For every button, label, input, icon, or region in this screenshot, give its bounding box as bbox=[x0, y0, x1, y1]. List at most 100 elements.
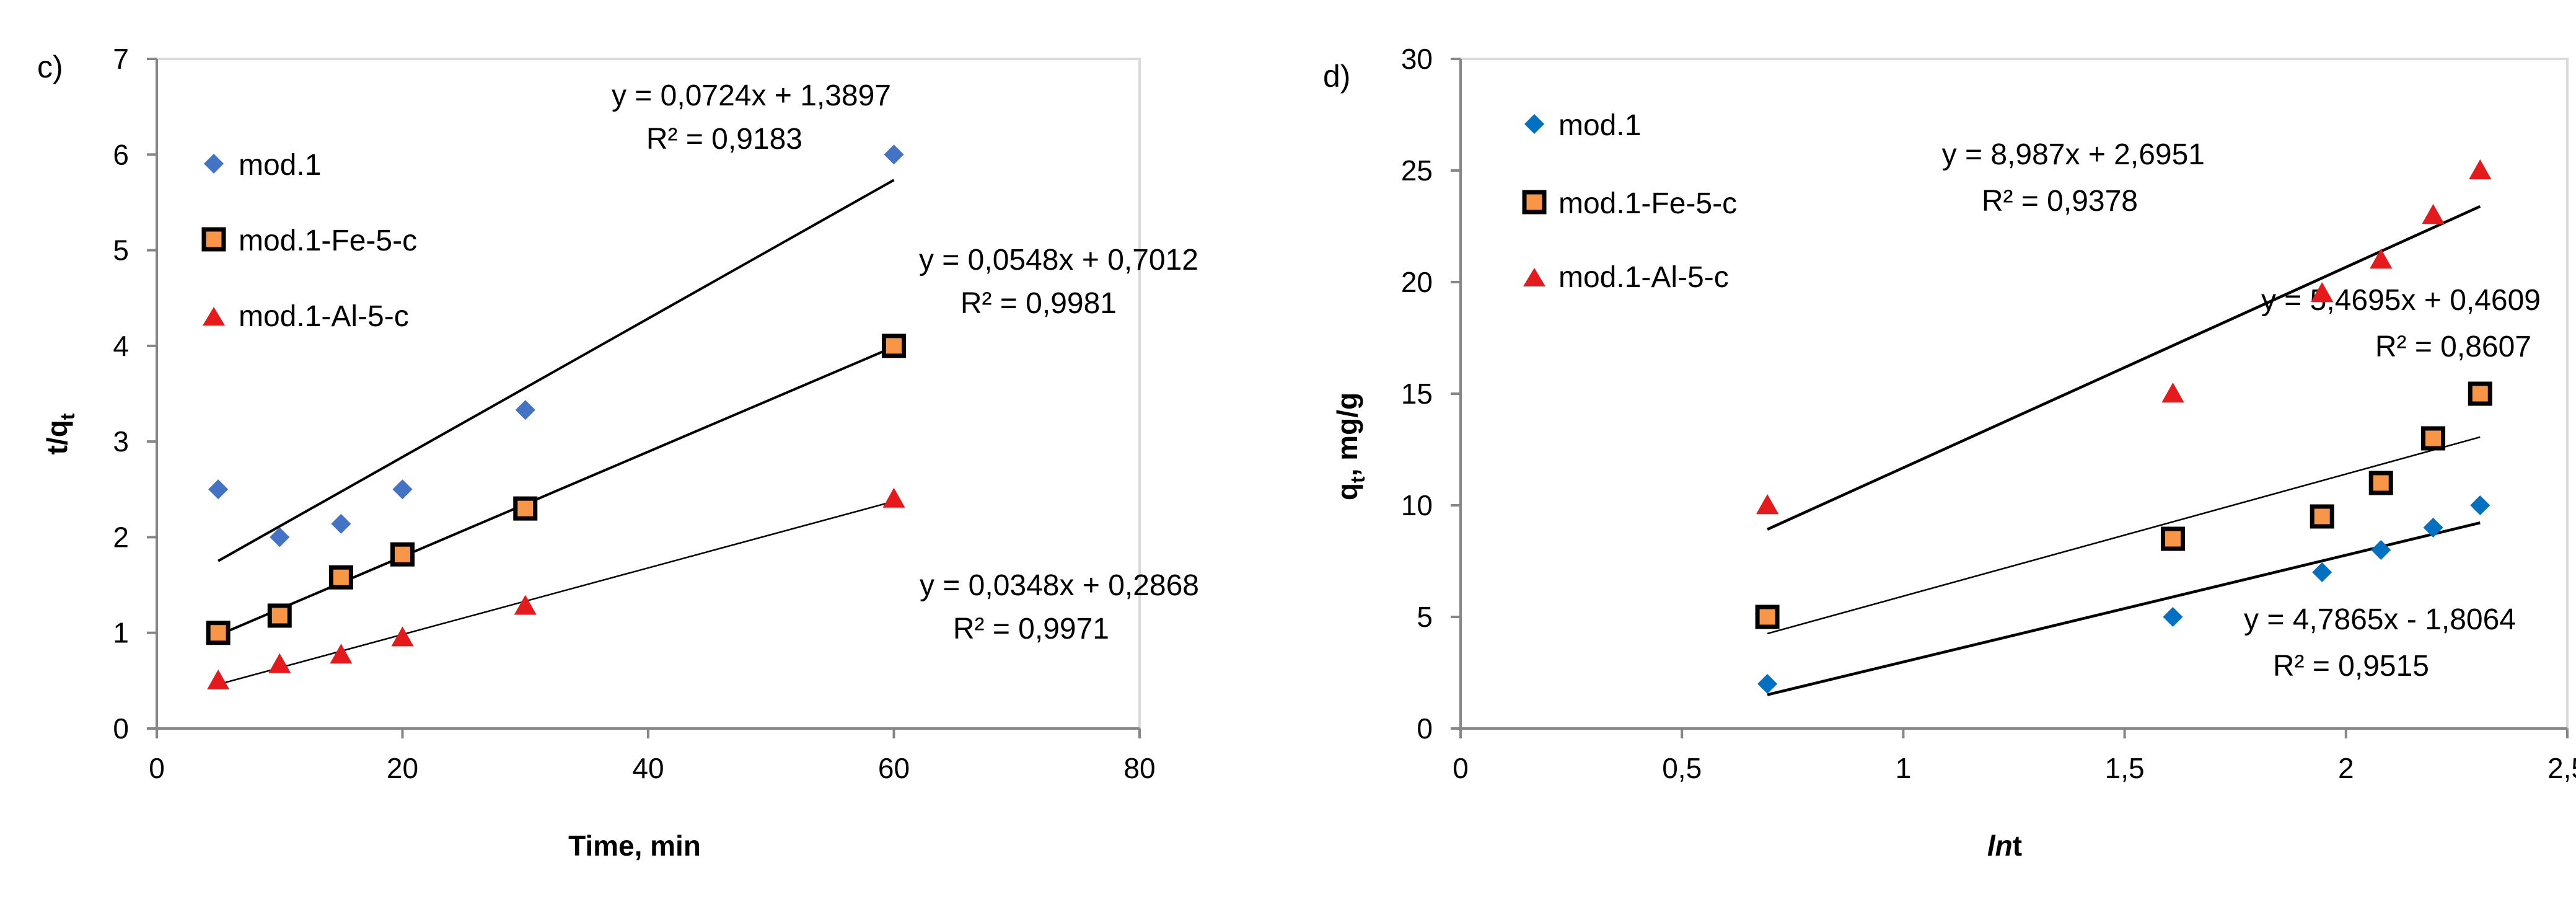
y-axis-title-main-c: t/q bbox=[41, 420, 73, 454]
x-tick-label-d: 2,5 bbox=[2547, 752, 2576, 784]
trendline-mod1-c bbox=[218, 179, 895, 562]
data-point-fe-c bbox=[390, 542, 415, 567]
r2-text-mod1-c: R² = 0,9183 bbox=[646, 123, 802, 156]
x-tick-label-c: 20 bbox=[387, 752, 418, 784]
legend-label-al-c: mod.1-Al-5-c bbox=[239, 300, 409, 333]
x-tick-label-c: 0 bbox=[149, 752, 165, 784]
panel-label-c: c) bbox=[37, 50, 63, 84]
y-tick-label-c: 5 bbox=[113, 234, 129, 267]
data-point-mod1-d bbox=[2423, 518, 2443, 538]
data-point-al-d bbox=[1756, 494, 1779, 514]
legend-item-mod1-c: mod.1 bbox=[204, 149, 321, 182]
data-point-al-c bbox=[514, 595, 537, 615]
data-point-mod1-d bbox=[1757, 674, 1778, 694]
y-tick-label-c: 0 bbox=[113, 712, 129, 745]
y-axis-title-sub-d: t bbox=[1347, 476, 1369, 483]
x-tick-label-c: 80 bbox=[1123, 752, 1155, 784]
legend-marker-fe-d bbox=[1522, 190, 1547, 215]
data-point-al-d bbox=[2469, 159, 2492, 179]
x-axis-title-rest-d: t bbox=[2013, 830, 2022, 862]
legend-item-al-d: mod.1-Al-5-c bbox=[1523, 261, 1729, 294]
equation-text-mod1-c: y = 0,0724x + 1,3897 bbox=[612, 79, 891, 112]
r2-text-fe-d: R² = 0,8607 bbox=[2375, 330, 2531, 363]
r2-text-al-d: R² = 0,9378 bbox=[1982, 185, 2138, 218]
x-tick-label-c: 40 bbox=[632, 752, 664, 784]
y-axis-title-main-d: q bbox=[1331, 483, 1363, 500]
equation-al-d: y = 8,987x + 2,6951 R² = 0,9378 bbox=[1942, 138, 2205, 218]
legend-label-al-d: mod.1-Al-5-c bbox=[1558, 261, 1729, 294]
x-tick-label-d: 1 bbox=[1896, 752, 1912, 784]
legend-marker-mod1-c bbox=[204, 154, 224, 174]
data-point-mod1-d bbox=[2163, 607, 2183, 627]
data-point-mod1-d bbox=[2312, 562, 2332, 582]
y-tick-label-d: 30 bbox=[1401, 43, 1433, 75]
y-tick-label-c: 7 bbox=[113, 43, 129, 75]
data-point-al-c bbox=[882, 487, 905, 508]
data-point-fe-d bbox=[2310, 504, 2334, 529]
legend-label-mod1-d: mod.1 bbox=[1558, 109, 1641, 142]
data-point-mod1-c bbox=[884, 144, 904, 165]
legend-marker-mod1-d bbox=[1524, 114, 1544, 134]
y-tick-label-c: 6 bbox=[113, 138, 129, 170]
data-point-fe-d bbox=[1755, 604, 1780, 629]
data-point-mod1-c bbox=[270, 527, 290, 547]
legend-item-fe-c: mod.1-Fe-5-c bbox=[201, 224, 417, 257]
data-point-fe-d bbox=[2160, 526, 2185, 551]
data-point-mod1-c bbox=[515, 400, 535, 420]
r2-text-mod1-d: R² = 0,9515 bbox=[2273, 650, 2429, 683]
data-point-fe-d bbox=[2421, 426, 2446, 451]
data-point-fe-d bbox=[2468, 381, 2492, 406]
data-point-mod1-d bbox=[2371, 540, 2391, 560]
y-axis-title-sub-c: t bbox=[56, 413, 79, 420]
svg-text:t/qt: t/qt bbox=[41, 413, 79, 454]
x-tick-label-d: 1,5 bbox=[2105, 752, 2145, 784]
data-point-fe-d bbox=[2368, 471, 2393, 495]
y-axis-title-d: qt, mg/g bbox=[1331, 392, 1369, 500]
equation-fe-d: y = 5,4695x + 0,4609 R² = 0,8607 bbox=[2261, 284, 2541, 363]
legend-marker-al-c bbox=[203, 307, 225, 326]
equation-text-fe-d: y = 5,4695x + 0,4609 bbox=[2261, 284, 2541, 317]
data-point-fe-c bbox=[206, 621, 231, 645]
y-tick-label-c: 4 bbox=[113, 330, 129, 362]
y-axis-title-c: t/qt bbox=[41, 413, 79, 454]
data-point-fe-c bbox=[267, 603, 292, 628]
y-tick-label-d: 0 bbox=[1417, 712, 1433, 745]
plot-area-d: 0 0,5 1 1,5 2 2,5 0 5 10 15 20 25 30 bbox=[1401, 43, 2576, 784]
equation-text-al-c: y = 0,0348x + 0,2868 bbox=[920, 569, 1199, 602]
data-point-al-d bbox=[2370, 249, 2393, 268]
y-tick-label-d: 20 bbox=[1401, 266, 1433, 298]
trendline-mod1-d bbox=[1767, 521, 2481, 696]
equation-al-c: y = 0,0348x + 0,2868 R² = 0,9971 bbox=[920, 569, 1199, 645]
x-tick-label-c: 60 bbox=[878, 752, 910, 784]
y-axis-title-rest-d: , mg/g bbox=[1331, 392, 1363, 476]
data-point-al-c bbox=[268, 653, 291, 673]
x-tick-label-d: 0,5 bbox=[1662, 752, 1702, 784]
x-tick-label-d: 2 bbox=[2338, 752, 2354, 784]
r2-text-fe-c: R² = 0,9981 bbox=[961, 287, 1117, 320]
equation-text-al-d: y = 8,987x + 2,6951 bbox=[1942, 138, 2205, 171]
legend-item-fe-d: mod.1-Fe-5-c bbox=[1522, 187, 1737, 220]
data-point-mod1-c bbox=[331, 513, 351, 534]
equation-mod1-d: y = 4,7865x - 1,8064 R² = 0,9515 bbox=[2244, 603, 2516, 683]
data-point-fe-c bbox=[328, 565, 353, 590]
legend-marker-al-d bbox=[1523, 268, 1545, 286]
legend-item-al-c: mod.1-Al-5-c bbox=[203, 300, 409, 333]
y-tick-label-c: 2 bbox=[113, 521, 129, 553]
y-tick-label-d: 15 bbox=[1401, 378, 1433, 410]
data-point-fe-c bbox=[513, 496, 538, 521]
plot-area-c: 0 20 40 60 80 0 1 2 3 4 5 6 7 bbox=[113, 43, 1155, 784]
equation-text-mod1-d: y = 4,7865x - 1,8064 bbox=[2244, 603, 2516, 636]
trendline-fe-c bbox=[218, 345, 895, 637]
legend-d: mod.1 mod.1-Fe-5-c mod.1-Al-5-c bbox=[1522, 109, 1737, 294]
y-tick-label-d: 5 bbox=[1417, 601, 1433, 633]
equation-fe-c: y = 0,0548x + 0,7012 R² = 0,9981 bbox=[919, 244, 1198, 320]
legend-label-fe-d: mod.1-Fe-5-c bbox=[1558, 187, 1737, 220]
x-axis-title-italic-d: ln bbox=[1987, 830, 2013, 862]
legend-c: mod.1 mod.1-Fe-5-c mod.1-Al-5-c bbox=[201, 149, 417, 333]
panel-c: c) t/qt Time, min mod.1 mod.1-Fe-5-c mod… bbox=[37, 43, 1199, 862]
equation-text-fe-c: y = 0,0548x + 0,7012 bbox=[919, 244, 1198, 277]
equation-mod1-c: y = 0,0724x + 1,3897 R² = 0,9183 bbox=[612, 79, 891, 156]
data-point-mod1-c bbox=[392, 479, 413, 500]
data-point-al-c bbox=[391, 626, 414, 647]
